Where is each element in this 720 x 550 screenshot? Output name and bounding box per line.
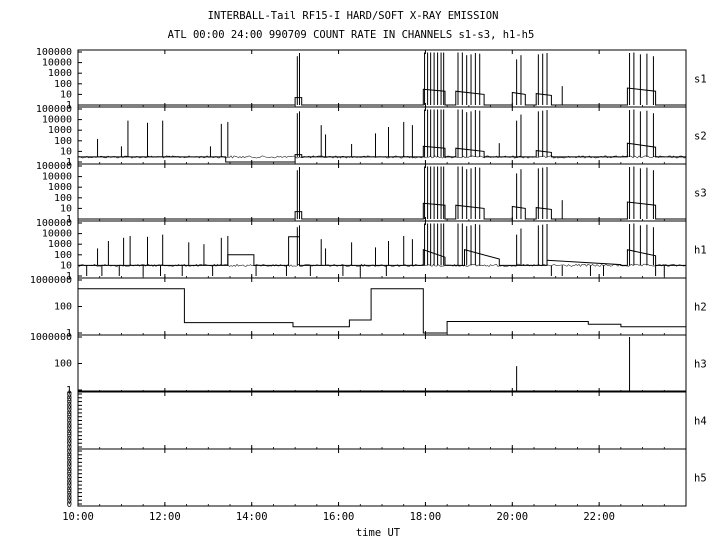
y-tick-label: 0 — [67, 435, 72, 445]
y-tick-label: 10 — [60, 203, 72, 214]
y-tick-label: 100 — [54, 302, 72, 313]
y-tick-label: 1000000 — [30, 275, 72, 286]
y-tick-label: 10000 — [42, 172, 72, 183]
y-tick-label: 100 — [54, 193, 72, 204]
y-tick-label: 0 — [67, 485, 72, 495]
y-tick-label: 1 — [66, 271, 72, 282]
x-tick-label: 12:00 — [149, 511, 181, 523]
x-axis-label: time UT — [356, 527, 401, 539]
y-tick-label: 1 — [66, 385, 72, 396]
x-tick-label: 10:00 — [62, 511, 94, 523]
y-tick-label: 10 — [60, 260, 72, 271]
y-tick-label: 0 — [67, 424, 72, 434]
y-tick-label: 0 — [67, 428, 72, 438]
panel-h3: 1000000 100 1 h3 — [30, 332, 707, 396]
y-tick-label: 0 — [67, 401, 72, 411]
y-tick-label: 0 — [67, 432, 72, 442]
y-tick-label: 10000 — [42, 229, 72, 240]
series-noise-s2 — [77, 155, 686, 159]
channel-label-s2: s2 — [694, 131, 707, 143]
series-noise-h1 — [77, 263, 686, 268]
y-tick-label: 0 — [67, 458, 72, 468]
y-tick-label: 0 — [67, 470, 72, 480]
y-tick-label: 1000 — [48, 125, 72, 136]
y-tick-label: 100 — [54, 250, 72, 261]
y-tick-label: 0 — [67, 390, 72, 400]
x-tick-label: 20:00 — [496, 511, 528, 523]
y-tick-label: 100 — [54, 136, 72, 147]
series-steps-s1 — [78, 87, 686, 106]
y-tick-label: 0 — [67, 409, 72, 419]
x-tick-label: 16:00 — [323, 511, 355, 523]
chart-subtitle: ATL 00:00 24:00 990709 COUNT RATE IN CHA… — [168, 29, 535, 41]
channel-label-h1: h1 — [694, 245, 707, 257]
y-tick-label: 10 — [60, 89, 72, 100]
y-tick-label: 100000 — [36, 218, 72, 229]
y-tick-label: 0 — [67, 413, 72, 423]
channel-label-h2: h2 — [694, 302, 707, 314]
y-tick-label: 0 — [67, 420, 72, 430]
y-tick-label: 0 — [67, 481, 72, 491]
y-tick-label: 10 — [60, 146, 72, 157]
y-tick-label: 0 — [67, 443, 72, 453]
channel-label-h5: h5 — [694, 473, 707, 485]
y-tick-label: 0 — [67, 496, 72, 506]
y-tick-label: 0 — [67, 492, 72, 502]
y-tick-label: 0 — [67, 466, 72, 476]
series-steps-h2 — [78, 288, 686, 334]
y-tick-label: 1 — [66, 214, 72, 225]
panels-group: 100000100001000100101s110000010000100010… — [30, 47, 707, 523]
y-tick-label: 1000000 — [30, 332, 72, 343]
y-tick-label: 0 — [67, 405, 72, 415]
y-tick-label: 1 — [66, 328, 72, 339]
x-tick-label: 22:00 — [583, 511, 615, 523]
y-tick-label: 1 — [66, 100, 72, 111]
x-tick-label: 14:00 — [236, 511, 268, 523]
y-tick-label: 0 — [67, 477, 72, 487]
y-tick-label: 100 — [54, 359, 72, 370]
channel-label-s1: s1 — [694, 74, 707, 86]
panel-h2: 1000000 100 1 h2 — [30, 275, 707, 339]
y-tick-label: 0 — [67, 500, 72, 510]
y-tick-label: 1000 — [48, 68, 72, 79]
x-tick-label: 18:00 — [410, 511, 442, 523]
y-tick-label: 0 — [67, 447, 72, 457]
chart-title: INTERBALL-Tail RF15-I HARD/SOFT X-RAY EM… — [208, 10, 499, 22]
y-tick-label: 0 — [67, 462, 72, 472]
y-tick-label: 0 — [67, 489, 72, 499]
y-tick-label: 10000 — [42, 58, 72, 69]
y-tick-label: 100000 — [36, 47, 72, 58]
y-tick-label: 1000 — [48, 239, 72, 250]
channel-label-s3: s3 — [694, 188, 707, 200]
y-tick-label: 0 — [67, 398, 72, 408]
y-tick-label: 100000 — [36, 161, 72, 172]
series-steps-s2 — [78, 142, 686, 163]
series-steps-s3 — [78, 201, 686, 220]
y-tick-label: 0 — [67, 451, 72, 461]
y-tick-label: 0 — [67, 455, 72, 465]
y-tick-label: 0 — [67, 439, 72, 449]
y-tick-label: 10000 — [42, 115, 72, 126]
channel-label-h4: h4 — [694, 416, 707, 428]
y-tick-label: 100000 — [36, 104, 72, 115]
y-tick-label: 0 — [67, 474, 72, 484]
channel-label-h3: h3 — [694, 359, 707, 371]
y-tick-label: 100 — [54, 79, 72, 90]
y-tick-label: 0 — [67, 417, 72, 427]
y-tick-label: 1 — [66, 157, 72, 168]
y-tick-label: 0 — [67, 394, 72, 404]
y-tick-label: 1000 — [48, 182, 72, 193]
